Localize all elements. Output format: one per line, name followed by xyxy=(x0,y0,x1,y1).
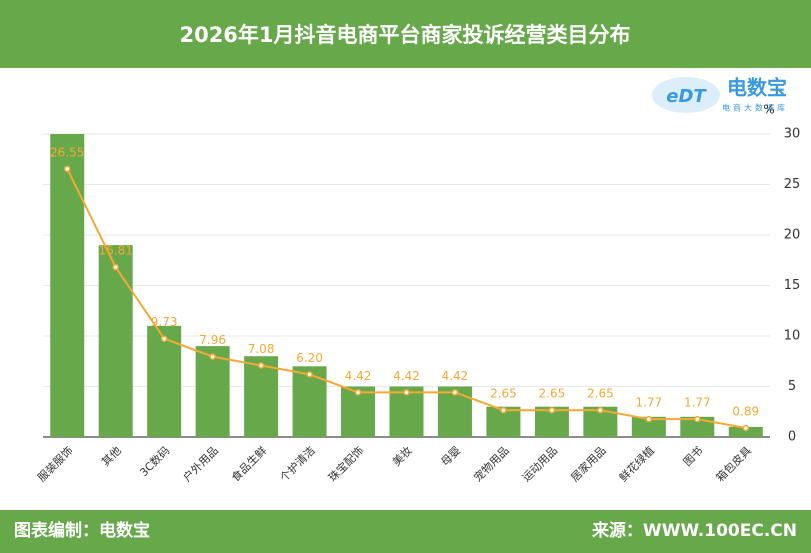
bar xyxy=(680,416,715,437)
line-point xyxy=(694,415,701,423)
data-label: 1.77 xyxy=(684,396,711,410)
line-point xyxy=(160,335,168,342)
line-point xyxy=(548,406,556,414)
line-point xyxy=(500,406,507,414)
line-point xyxy=(63,165,71,173)
bar xyxy=(631,416,666,437)
bar xyxy=(147,325,182,437)
line-point xyxy=(742,424,750,432)
line-point xyxy=(645,415,653,423)
data-label: 2.65 xyxy=(539,387,566,401)
line-point xyxy=(403,389,410,396)
data-label: 9.73 xyxy=(151,315,178,329)
y-tick-label: 10 xyxy=(784,329,801,344)
logo-tagline: 电商大数据库 xyxy=(722,103,788,113)
line-point xyxy=(257,362,265,369)
header-band xyxy=(0,0,811,68)
line-point xyxy=(209,353,216,360)
footer-source: 来源：WWW.100EC.CN xyxy=(591,520,797,541)
data-label: 16.81 xyxy=(99,244,133,258)
data-label: 0.89 xyxy=(732,405,759,419)
y-tick-label: 30 xyxy=(784,127,801,142)
data-label: 2.65 xyxy=(490,387,517,401)
line-point xyxy=(306,371,313,378)
data-label: 4.42 xyxy=(442,369,469,383)
bar xyxy=(98,245,133,437)
bar xyxy=(195,346,230,437)
y-axis-label: % xyxy=(763,103,774,117)
y-tick-label: 5 xyxy=(788,379,796,394)
data-label: 26.55 xyxy=(50,145,84,159)
y-tick-label: 25 xyxy=(784,177,801,192)
y-tick-label: 0 xyxy=(788,430,796,445)
data-label: 2.65 xyxy=(587,387,614,401)
bar xyxy=(244,356,279,437)
logo-cloud xyxy=(652,77,720,113)
line-point xyxy=(451,389,459,396)
data-label: 4.42 xyxy=(345,369,372,383)
data-label: 1.77 xyxy=(635,396,662,410)
logo-mark: eDT xyxy=(666,86,707,107)
line-point xyxy=(597,406,604,414)
data-label: 7.96 xyxy=(199,333,226,347)
data-label: 6.20 xyxy=(296,351,323,365)
bar xyxy=(728,426,763,437)
logo-name: 电数宝 xyxy=(727,76,787,100)
data-label: 7.08 xyxy=(248,342,275,356)
bar xyxy=(50,134,85,437)
chart-title: 2026年1月抖音电商平台商家投诉经营类目分布 xyxy=(179,23,630,47)
line-point xyxy=(354,389,362,396)
footer-band xyxy=(0,510,811,553)
y-tick-label: 15 xyxy=(784,278,801,293)
data-label: 4.42 xyxy=(393,369,420,383)
line-point xyxy=(112,263,119,271)
footer-credit: 图表编制：电数宝 xyxy=(14,520,150,541)
y-tick-label: 20 xyxy=(784,228,801,243)
